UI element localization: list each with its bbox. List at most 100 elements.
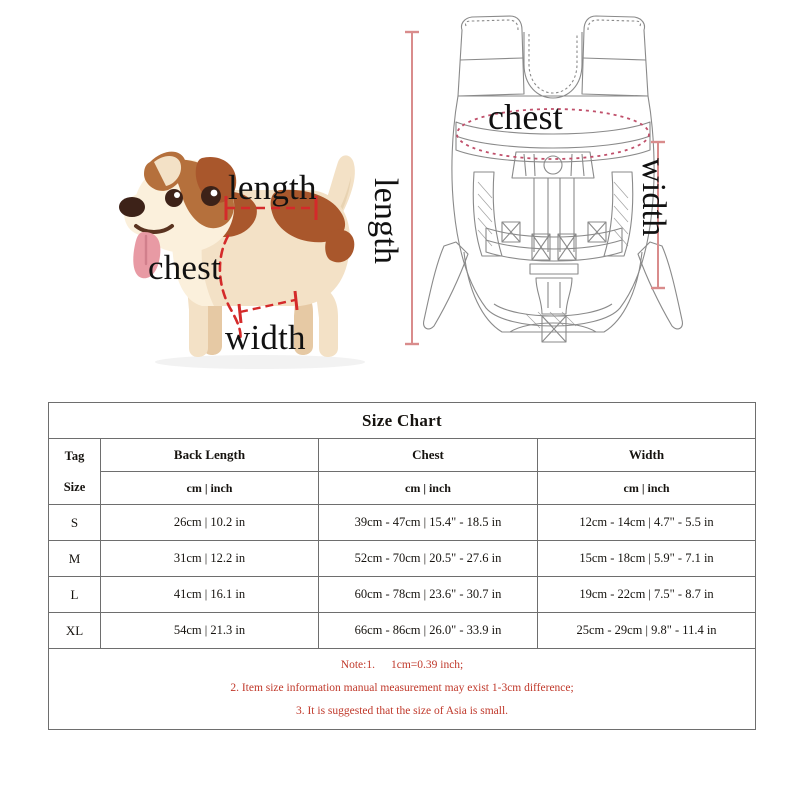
carrier-length-label: length bbox=[367, 178, 404, 265]
dog-chest-label: chest bbox=[148, 248, 221, 287]
table-row-notes: Note:1. 1cm=0.39 inch; 2. Item size infor… bbox=[47, 648, 757, 731]
carrier-strap-right-stitch bbox=[587, 19, 642, 31]
row-xl-width: 25cm - 29cm | 9.8" - 11.4 in bbox=[536, 612, 757, 650]
row-m-back-length: 31cm | 12.2 in bbox=[100, 540, 319, 578]
row-s-width: 12cm - 14cm | 4.7" - 5.5 in bbox=[536, 504, 757, 542]
carrier-tab-center-right-x bbox=[557, 233, 577, 261]
dog-mouth bbox=[134, 224, 174, 234]
carrier-waist-belt-mid bbox=[485, 239, 623, 250]
carrier-tab-center-left-x bbox=[531, 233, 551, 261]
carrier-buckle-rib-1 bbox=[523, 153, 527, 177]
carrier-leg-opening-right bbox=[603, 171, 634, 257]
carrier-clasp-slots bbox=[547, 282, 561, 308]
dog-width-cap-right bbox=[293, 290, 299, 311]
dog-width-cap-left bbox=[237, 303, 243, 324]
size-chart-title: Size Chart bbox=[47, 402, 757, 439]
table-row: XL 54cm | 21.3 in 66cm - 86cm | 26.0" - … bbox=[48, 612, 757, 650]
carrier-chest-measure-ellipse bbox=[456, 108, 650, 160]
carrier-buckle-knob bbox=[543, 155, 563, 175]
notes-section: Note:1. 1cm=0.39 inch; 2. Item size infor… bbox=[47, 648, 757, 731]
carrier-strap-left bbox=[457, 15, 525, 97]
carrier-neck-opening bbox=[523, 32, 583, 99]
dog-eye-far-glint bbox=[174, 192, 180, 198]
dog-patch-back bbox=[270, 189, 346, 243]
dog-width-label: width bbox=[225, 318, 306, 357]
dog-eye-near-glint bbox=[210, 189, 218, 197]
dog-patch-rump bbox=[325, 229, 355, 263]
carrier-clasp-bar bbox=[529, 263, 579, 275]
carrier-chest-band-mid bbox=[455, 135, 651, 149]
carrier-chest-band bbox=[455, 121, 651, 163]
row-size-m: M bbox=[48, 540, 101, 578]
carrier-pouch-seam bbox=[493, 303, 613, 317]
carrier-body-panel bbox=[451, 95, 655, 327]
header-back-length: Back Length bbox=[100, 437, 319, 473]
tag-size-header: Tag Size bbox=[48, 437, 101, 506]
note-line-2: 2. Item size information manual measurem… bbox=[230, 682, 574, 695]
carrier-clasp-body bbox=[535, 277, 573, 315]
size-chart-table: Size Chart Tag Size Back Length Chest Wi… bbox=[47, 402, 757, 731]
table-row: M 31cm | 12.2 in 52cm - 70cm | 20.5" - 2… bbox=[48, 540, 757, 578]
dog-eye-far bbox=[165, 189, 183, 207]
carrier-illustration bbox=[405, 15, 683, 346]
carrier-strap-right bbox=[581, 15, 649, 97]
carrier-bottom-pouch bbox=[463, 251, 643, 333]
table-row-title: Size Chart bbox=[47, 402, 757, 439]
size-label: Size bbox=[63, 479, 86, 494]
dog-nose bbox=[119, 197, 145, 217]
carrier-flap-left bbox=[423, 241, 469, 330]
row-s-chest: 39cm - 47cm | 15.4" - 18.5 in bbox=[318, 504, 538, 542]
carrier-neck-stitch bbox=[528, 34, 578, 94]
row-m-width: 15cm - 18cm | 5.9" - 7.1 in bbox=[536, 540, 757, 578]
dog-ear-far-inner bbox=[154, 156, 182, 186]
row-size-xl: XL bbox=[48, 612, 101, 650]
dog-chest-measure-line bbox=[218, 234, 242, 342]
note-line-1: Note:1. 1cm=0.39 inch; bbox=[59, 659, 745, 671]
dog-illustration bbox=[119, 151, 365, 369]
row-xl-chest: 66cm - 86cm | 26.0" - 33.9 in bbox=[318, 612, 538, 650]
carrier-buckle-plate bbox=[511, 151, 595, 179]
tag-label: Tag bbox=[64, 449, 85, 463]
unit-header-back-length: cm | inch bbox=[100, 471, 319, 506]
size-chart-table-wrapper: Size Chart Tag Size Back Length Chest Wi… bbox=[47, 402, 757, 731]
row-size-l: L bbox=[48, 576, 101, 614]
row-m-chest: 52cm - 70cm | 20.5" - 27.6 in bbox=[318, 540, 538, 578]
carrier-width-label: width bbox=[635, 158, 672, 237]
unit-header-width: cm | inch bbox=[536, 471, 757, 506]
unit-header-chest: cm | inch bbox=[318, 471, 538, 506]
carrier-flap-right bbox=[637, 241, 683, 330]
table-row-unit-headers: cm | inch cm | inch cm | inch bbox=[49, 471, 757, 506]
carrier-buckle-rib-3 bbox=[570, 153, 573, 177]
row-s-back-length: 26cm | 10.2 in bbox=[100, 504, 319, 542]
row-xl-back-length: 54cm | 21.3 in bbox=[100, 612, 319, 650]
row-l-back-length: 41cm | 16.1 in bbox=[100, 576, 319, 614]
carrier-hatching bbox=[477, 181, 629, 329]
row-l-chest: 60cm - 78cm | 23.6" - 30.7 in bbox=[318, 576, 538, 614]
table-row: L 41cm | 16.1 in 60cm - 78cm | 23.6" - 3… bbox=[48, 576, 757, 614]
header-chest: Chest bbox=[318, 437, 538, 473]
table-row: S 26cm | 10.2 in 39cm - 47cm | 15.4" - 1… bbox=[48, 504, 757, 542]
dog-ground-shadow bbox=[155, 355, 365, 369]
carrier-waist-belt bbox=[485, 227, 623, 262]
dog-eye-near bbox=[201, 186, 221, 206]
dog-width-measure-line bbox=[239, 298, 296, 314]
note-1-text: 1cm=0.39 inch; bbox=[390, 659, 464, 672]
carrier-buckle-rib-2 bbox=[533, 153, 536, 177]
carrier-seam-right bbox=[582, 57, 647, 61]
note-line-3: 3. It is suggested that the size of Asia… bbox=[295, 705, 509, 718]
header-width: Width bbox=[536, 437, 757, 473]
illustration-area: length chest width bbox=[0, 0, 800, 395]
dog-hind-leg-near bbox=[315, 286, 338, 357]
carrier-pouch-base bbox=[509, 322, 597, 333]
carrier-seam-left bbox=[459, 57, 524, 61]
table-row-column-headers: Tag Size Back Length Chest Width bbox=[48, 437, 757, 506]
carrier-strap-left-stitch bbox=[464, 19, 519, 31]
row-size-s: S bbox=[48, 504, 101, 542]
note-1-prefix: Note:1. bbox=[340, 659, 375, 672]
dog-length-label: length bbox=[228, 168, 317, 207]
carrier-chest-label: chest bbox=[488, 97, 563, 137]
carrier-tab-right-x bbox=[587, 221, 607, 243]
carrier-tab-left-x bbox=[501, 221, 521, 243]
dog-hind-leg-far bbox=[294, 290, 313, 355]
